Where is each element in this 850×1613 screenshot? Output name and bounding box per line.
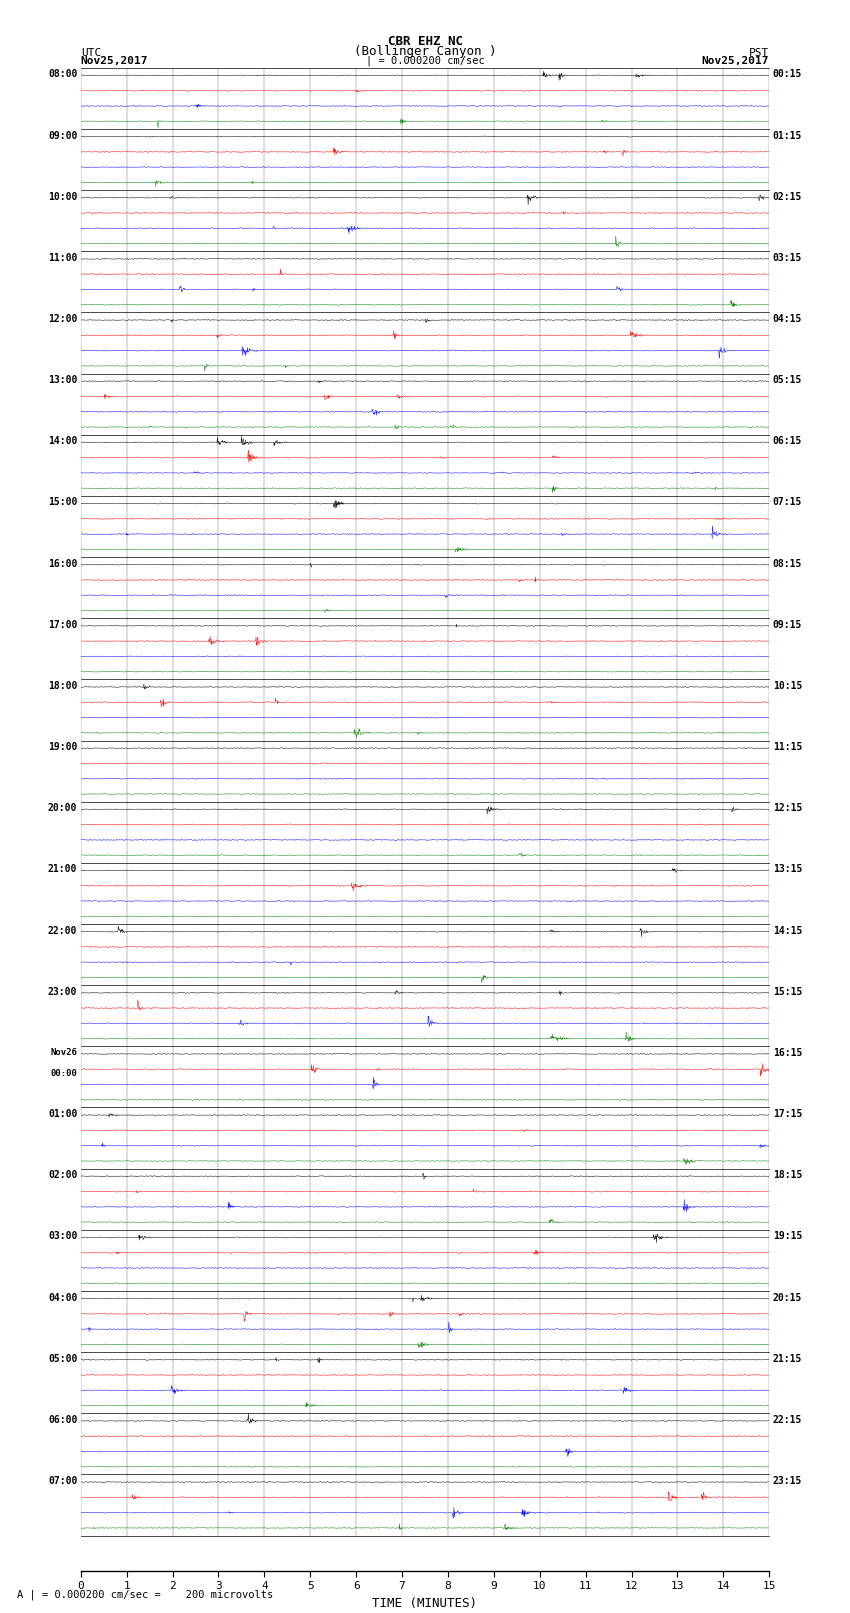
Text: 01:15: 01:15 — [773, 131, 802, 140]
Text: 18:15: 18:15 — [773, 1169, 802, 1181]
Text: CBR EHZ NC: CBR EHZ NC — [388, 35, 462, 48]
Text: 17:15: 17:15 — [773, 1110, 802, 1119]
Text: 09:00: 09:00 — [48, 131, 77, 140]
Text: 13:15: 13:15 — [773, 865, 802, 874]
Text: 23:00: 23:00 — [48, 987, 77, 997]
Text: 15:15: 15:15 — [773, 987, 802, 997]
Text: 21:00: 21:00 — [48, 865, 77, 874]
Text: UTC: UTC — [81, 48, 101, 58]
Text: 06:15: 06:15 — [773, 437, 802, 447]
Text: 22:00: 22:00 — [48, 926, 77, 936]
Text: 08:15: 08:15 — [773, 558, 802, 569]
Text: 19:00: 19:00 — [48, 742, 77, 752]
Text: 03:00: 03:00 — [48, 1231, 77, 1242]
Text: | = 0.000200 cm/sec: | = 0.000200 cm/sec — [366, 55, 484, 66]
Text: 16:00: 16:00 — [48, 558, 77, 569]
Text: 11:15: 11:15 — [773, 742, 802, 752]
Text: 21:15: 21:15 — [773, 1353, 802, 1363]
Text: 14:15: 14:15 — [773, 926, 802, 936]
Text: 20:15: 20:15 — [773, 1292, 802, 1303]
Text: 07:15: 07:15 — [773, 497, 802, 508]
Text: 04:00: 04:00 — [48, 1292, 77, 1303]
Text: 19:15: 19:15 — [773, 1231, 802, 1242]
Text: A | = 0.000200 cm/sec =    200 microvolts: A | = 0.000200 cm/sec = 200 microvolts — [17, 1589, 273, 1600]
Text: 10:15: 10:15 — [773, 681, 802, 690]
Text: 23:15: 23:15 — [773, 1476, 802, 1486]
Text: 08:00: 08:00 — [48, 69, 77, 79]
Text: 06:00: 06:00 — [48, 1415, 77, 1424]
Text: 04:15: 04:15 — [773, 315, 802, 324]
Text: 02:15: 02:15 — [773, 192, 802, 202]
Text: 12:15: 12:15 — [773, 803, 802, 813]
Text: 16:15: 16:15 — [773, 1048, 802, 1058]
Text: 09:15: 09:15 — [773, 619, 802, 629]
Text: 11:00: 11:00 — [48, 253, 77, 263]
Text: 07:00: 07:00 — [48, 1476, 77, 1486]
Text: Nov25,2017: Nov25,2017 — [702, 56, 769, 66]
Text: 15:00: 15:00 — [48, 497, 77, 508]
Text: 17:00: 17:00 — [48, 619, 77, 629]
Text: 13:00: 13:00 — [48, 376, 77, 386]
Text: 10:00: 10:00 — [48, 192, 77, 202]
Text: 02:00: 02:00 — [48, 1169, 77, 1181]
Text: 05:00: 05:00 — [48, 1353, 77, 1363]
Text: 05:15: 05:15 — [773, 376, 802, 386]
Text: 00:00: 00:00 — [50, 1069, 77, 1079]
Text: (Bollinger Canyon ): (Bollinger Canyon ) — [354, 45, 496, 58]
Text: 20:00: 20:00 — [48, 803, 77, 813]
Text: 00:15: 00:15 — [773, 69, 802, 79]
Text: 03:15: 03:15 — [773, 253, 802, 263]
Text: 01:00: 01:00 — [48, 1110, 77, 1119]
Text: 14:00: 14:00 — [48, 437, 77, 447]
Text: 18:00: 18:00 — [48, 681, 77, 690]
Text: 12:00: 12:00 — [48, 315, 77, 324]
X-axis label: TIME (MINUTES): TIME (MINUTES) — [372, 1597, 478, 1610]
Text: Nov25,2017: Nov25,2017 — [81, 56, 148, 66]
Text: Nov26: Nov26 — [50, 1048, 77, 1057]
Text: 22:15: 22:15 — [773, 1415, 802, 1424]
Text: PST: PST — [749, 48, 769, 58]
